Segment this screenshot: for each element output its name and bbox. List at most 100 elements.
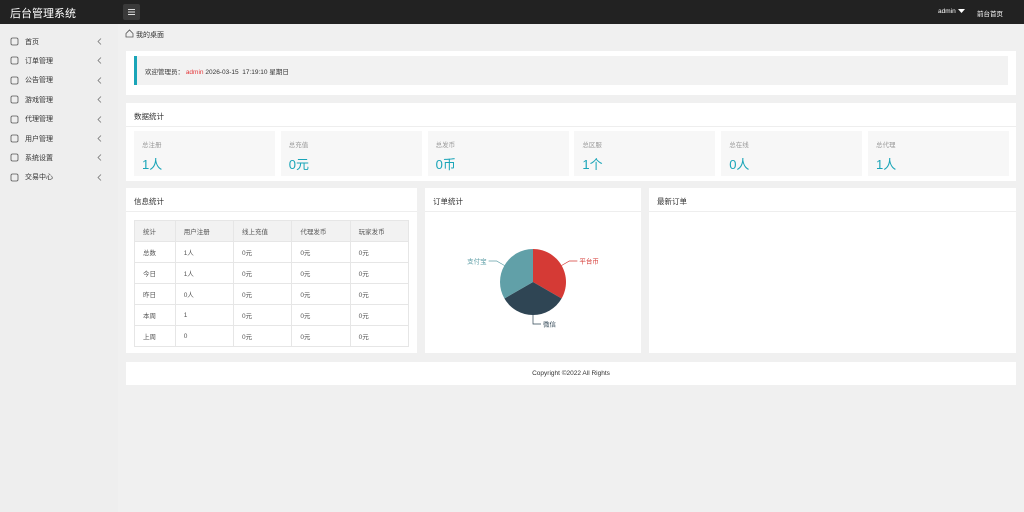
- table-row: 上周 0 0元 0元 0元: [134, 325, 410, 347]
- icon-shape: [10, 56, 19, 65]
- chevron-path: [97, 77, 102, 84]
- table-cell: 0元: [349, 304, 410, 326]
- breadcrumb: 我的桌面: [136, 32, 164, 39]
- header-cell: 玩家发币: [349, 220, 410, 242]
- welcome-datetime: 2026-03-15 17:19:10: [205, 69, 268, 76]
- menu-item[interactable]: 游戏管理: [0, 90, 118, 109]
- stat-label: 总区服: [582, 142, 602, 149]
- menu-toggle[interactable]: [123, 4, 140, 20]
- chevron: [97, 57, 102, 65]
- table-cell: 昨日: [134, 283, 176, 305]
- welcome-weekday: 星期日: [269, 69, 289, 76]
- header-cell: 用户注册: [174, 220, 235, 242]
- icon-shape: [10, 76, 19, 85]
- stat-label: 总在线: [729, 142, 749, 149]
- menu-label: 系统设置: [25, 154, 53, 162]
- stat-box: 总发币 0币: [427, 131, 569, 176]
- stat-label: 总代理: [876, 142, 896, 149]
- menu-icon: [10, 37, 19, 46]
- leader-line: [488, 260, 505, 266]
- pie-slice: [504, 282, 562, 315]
- chevron: [97, 135, 102, 142]
- table-cell: 0元: [291, 304, 351, 326]
- info-table-wrap: 统计 用户注册 线上充值 代理发币 玩家发币 总数 1人 0元 0元 0元 今日 1人 0元 0元 0元 昨日…: [134, 220, 410, 347]
- table-cell: 1: [174, 304, 235, 326]
- stats-card: 数据统计 总注册 1人 总充值 0元 总发币 0币 总区服 1个 总在线 0人 总代理 1人: [126, 103, 1016, 181]
- header-row: 统计 用户注册 线上充值 代理发币 玩家发币: [134, 220, 410, 242]
- table-cell: 1人: [174, 241, 235, 263]
- dropdown-arrow: [958, 9, 965, 13]
- chevron: [97, 38, 102, 45]
- stat-value: 0元: [288, 157, 310, 172]
- menu-item[interactable]: 系统设置: [0, 148, 118, 167]
- menu-icon: [10, 134, 19, 143]
- chevron-path: [97, 154, 102, 162]
- welcome-user: admin: [185, 69, 204, 76]
- table-cell: 0元: [349, 241, 410, 263]
- stat-value: 1人: [142, 157, 163, 172]
- stat-value: 0人: [729, 157, 750, 172]
- table-cell: 0元: [349, 283, 410, 305]
- table-row: 昨日 0人 0元 0元 0元: [134, 283, 410, 305]
- stat-label: 总注册: [142, 142, 162, 149]
- menu-item[interactable]: 用户管理: [0, 129, 118, 148]
- table-row: 本周 1 0元 0元 0元: [134, 304, 410, 326]
- orders-card: 订单统计 平台币 微信 支付宝: [425, 188, 641, 353]
- table-cell: 0人: [174, 283, 235, 305]
- icon-shape: [10, 115, 19, 123]
- info-table: 统计 用户注册 线上充值 代理发币 玩家发币 总数 1人 0元 0元 0元 今日 1人 0元 0元 0元 昨日…: [134, 220, 410, 347]
- table-cell: 本周: [134, 304, 176, 326]
- card-title: 数据统计: [134, 112, 164, 121]
- table-cell: 今日: [134, 262, 176, 284]
- stat-value: 1个: [582, 157, 603, 172]
- menu-label: 公告管理: [25, 77, 53, 85]
- pie-slice: [500, 249, 533, 299]
- table-cell: 0元: [291, 241, 351, 263]
- table-cell: 0: [174, 325, 235, 347]
- pie-label: 支付宝: [467, 256, 487, 265]
- table-cell: 0元: [232, 283, 293, 305]
- chevron-path: [97, 174, 102, 181]
- home-link[interactable]: 前台首页: [977, 11, 1003, 18]
- stat-label: 总充值: [288, 142, 309, 149]
- welcome-box: 欢迎管理员： admin 2026-03-15 17:19:10 星期日: [134, 56, 1008, 85]
- icon-shape: [10, 37, 19, 46]
- menu-item[interactable]: 公告管理: [0, 71, 118, 90]
- header-cell: 统计: [134, 220, 176, 242]
- latest-card: 最新订单: [649, 188, 1016, 353]
- icon-shape: [10, 173, 19, 182]
- menu-item[interactable]: 交易中心: [0, 168, 118, 187]
- table-cell: 总数: [134, 241, 176, 263]
- icon-shape: [10, 134, 19, 143]
- table-cell: 上周: [134, 325, 176, 347]
- menu-label: 首页: [25, 38, 39, 46]
- menu-label: 代理管理: [25, 116, 53, 124]
- welcome-card: 欢迎管理员： admin 2026-03-15 17:19:10 星期日: [126, 51, 1016, 95]
- menu-icon: [10, 95, 19, 104]
- home-icon: [125, 29, 134, 38]
- menu-item[interactable]: 订单管理: [0, 51, 118, 70]
- table-cell: 0元: [291, 262, 351, 284]
- table-cell: 0元: [232, 304, 293, 326]
- menu-icon: [10, 153, 19, 162]
- chevron-path: [97, 135, 102, 142]
- menu-icon: [10, 76, 19, 85]
- menu-label: 游戏管理: [25, 96, 53, 104]
- chevron-path: [97, 115, 102, 123]
- table-cell: 0元: [232, 262, 293, 284]
- footer: Copyright ©2022 All Rights: [126, 362, 1016, 385]
- menu-item[interactable]: 首页: [0, 32, 118, 51]
- user-menu[interactable]: admin: [938, 8, 956, 15]
- table-cell: 0元: [349, 262, 410, 284]
- card-title: 信息统计: [134, 197, 164, 206]
- chevron: [97, 115, 102, 123]
- menu-item[interactable]: 代理管理: [0, 110, 118, 129]
- leader-line: [532, 315, 541, 325]
- welcome-prefix: 欢迎管理员：: [145, 69, 184, 76]
- table-cell: 1人: [174, 262, 235, 284]
- pie-label: 微信: [543, 319, 557, 328]
- info-card: 信息统计 统计 用户注册 线上充值 代理发币 玩家发币 总数 1人 0元 0元 0元 今日 1人 0元 0…: [126, 188, 417, 353]
- app-title: 后台管理系统: [10, 8, 76, 20]
